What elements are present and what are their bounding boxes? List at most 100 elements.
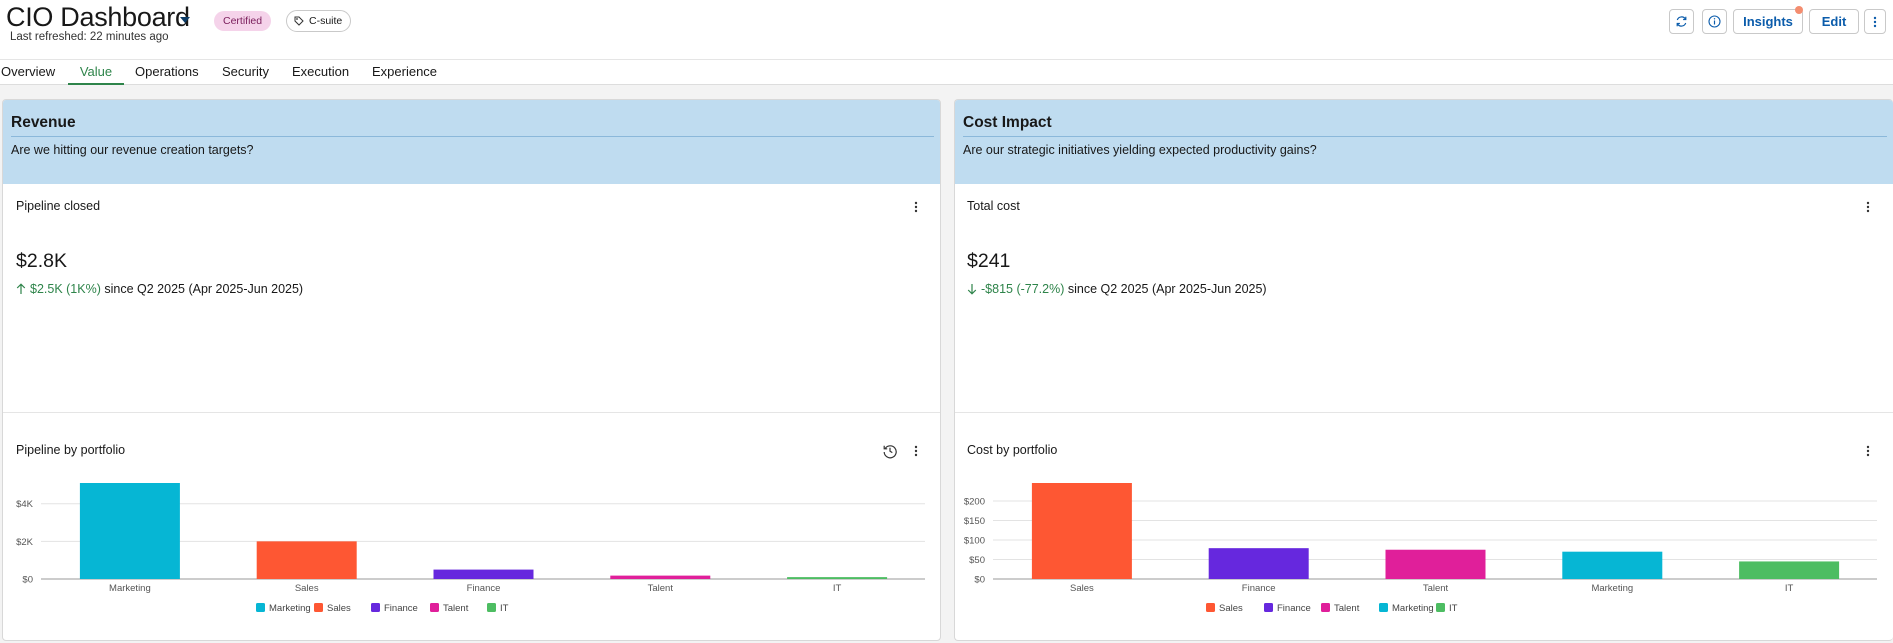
cost-panel: Cost Impact Are our strategic initiative… <box>954 99 1893 641</box>
legend-swatch <box>256 603 265 612</box>
tab-overview[interactable]: Overview <box>1 64 56 79</box>
tab-security[interactable]: Security <box>222 64 269 79</box>
y-tick-label: $2K <box>16 537 34 548</box>
last-refreshed-text: Last refreshed: 22 minutes ago <box>10 31 169 43</box>
edit-button[interactable]: Edit <box>1809 9 1859 34</box>
card-menu-button[interactable] <box>1861 444 1875 458</box>
certified-badge: Certified <box>214 11 272 31</box>
total-cost-change: -$815 (-77.2%) since Q2 2025 (Apr 2025-J… <box>967 282 1267 296</box>
bar-it <box>1739 561 1840 579</box>
card-divider <box>955 412 1893 413</box>
x-tick-label: Marketing <box>1591 583 1633 594</box>
card-menu-button[interactable] <box>909 444 923 458</box>
cost-by-portfolio-title: Cost by portfolio <box>967 443 1058 457</box>
tab-experience[interactable]: Experience <box>372 64 438 79</box>
info-button[interactable] <box>1702 9 1727 34</box>
refresh-button[interactable] <box>1669 9 1694 34</box>
bar-finance <box>433 569 534 579</box>
x-tick-label: Sales <box>295 583 319 594</box>
bar-marketing <box>1562 551 1663 579</box>
legend-label: Marketing <box>1392 603 1434 614</box>
total-cost-title: Total cost <box>967 199 1020 213</box>
change-period: since Q2 2025 (Apr 2025-Jun 2025) <box>1067 282 1267 296</box>
dashboard-title: CIO Dashboard <box>6 2 190 32</box>
pipeline-closed-title: Pipeline closed <box>16 199 101 213</box>
y-tick-label: $0 <box>22 575 33 586</box>
insights-button[interactable]: Insights <box>1733 9 1803 34</box>
total-cost-value: $241 <box>967 250 1011 272</box>
tag-chip[interactable]: C-suite <box>286 10 352 32</box>
legend-label: IT <box>1449 603 1458 614</box>
bar-talent <box>1385 549 1486 579</box>
pipeline-by-portfolio-title: Pipeline by portfolio <box>16 443 126 457</box>
legend-swatch <box>1206 603 1215 612</box>
legend-swatch <box>1436 603 1445 612</box>
pipeline-closed-change: $2.5K (1K%) since Q2 2025 (Apr 2025-Jun … <box>16 282 303 296</box>
more-vertical-icon <box>1866 445 1870 457</box>
revenue-panel: Revenue Are we hitting our revenue creat… <box>2 99 941 641</box>
x-tick-label: Talent <box>1423 583 1449 594</box>
pipeline-bar-chart: $0 $2K $4K Marketing Sales Finance Talent IT Mar… <box>16 483 925 614</box>
legend-swatch <box>1321 603 1330 612</box>
legend-swatch <box>371 603 380 612</box>
revenue-section-title: Revenue <box>11 114 76 131</box>
x-tick-label: IT <box>833 583 842 594</box>
more-vertical-icon <box>914 445 918 457</box>
info-icon <box>1708 15 1721 28</box>
legend-swatch <box>1264 603 1273 612</box>
section-divider <box>963 136 1887 137</box>
revenue-section-question: Are we hitting our revenue creation targ… <box>11 143 254 157</box>
notification-dot <box>1795 6 1803 14</box>
more-vertical-icon <box>1873 16 1877 27</box>
arrow-up-icon <box>16 283 26 294</box>
legend-label: Finance <box>1277 603 1311 614</box>
card-menu-button[interactable] <box>1861 200 1875 214</box>
legend-label: Sales <box>327 603 351 614</box>
x-tick-label: Marketing <box>109 583 151 594</box>
x-tick-label: IT <box>1785 583 1794 594</box>
legend-swatch <box>1379 603 1388 612</box>
bar-it <box>787 577 888 579</box>
cost-section-question: Are our strategic initiatives yielding e… <box>963 143 1317 157</box>
legend-swatch <box>314 603 323 612</box>
bar-marketing <box>79 483 180 579</box>
change-period: since Q2 2025 (Apr 2025-Jun 2025) <box>104 282 304 296</box>
y-tick-label: $0 <box>974 575 985 586</box>
history-icon[interactable] <box>882 443 898 459</box>
legend-label: Talent <box>443 603 469 614</box>
legend-label: Sales <box>1219 603 1243 614</box>
tab-bar: Overview Value Operations Security Execu… <box>0 59 1893 85</box>
y-tick-label: $4K <box>16 499 34 510</box>
more-actions-button[interactable] <box>1864 9 1886 34</box>
y-tick-label: $100 <box>964 535 985 546</box>
card-divider <box>3 412 940 413</box>
tab-execution[interactable]: Execution <box>292 64 350 79</box>
pipeline-closed-value: $2.8K <box>16 250 67 272</box>
bar-finance <box>1208 548 1309 579</box>
cost-section-header: Cost Impact Are our strategic initiative… <box>955 100 1893 184</box>
legend-swatch <box>487 603 496 612</box>
arrow-down-icon <box>967 284 977 295</box>
x-tick-label: Sales <box>1070 583 1094 594</box>
bar-sales <box>1031 483 1132 579</box>
tab-value[interactable]: Value <box>68 60 124 85</box>
legend-label: Marketing <box>269 603 311 614</box>
more-vertical-icon <box>914 201 918 213</box>
legend-swatch <box>430 603 439 612</box>
bar-sales <box>256 541 357 579</box>
card-menu-button[interactable] <box>909 200 923 214</box>
section-divider <box>11 136 934 137</box>
refresh-icon <box>1676 16 1687 27</box>
legend-label: Finance <box>384 603 418 614</box>
bar-talent <box>610 575 711 579</box>
y-tick-label: $200 <box>964 496 985 507</box>
cost-bar-chart: $0 $50 $100 $150 $200 Sales Finance Talent Marke… <box>964 483 1877 614</box>
tab-operations[interactable]: Operations <box>135 64 199 79</box>
more-vertical-icon <box>1866 201 1870 213</box>
x-tick-label: Finance <box>1242 583 1276 594</box>
tag-label: C-suite <box>309 15 343 27</box>
chevron-down-icon[interactable] <box>180 17 190 23</box>
tag-icon <box>294 16 304 26</box>
revenue-section-header: Revenue Are we hitting our revenue creat… <box>3 100 940 184</box>
x-tick-label: Finance <box>467 583 501 594</box>
